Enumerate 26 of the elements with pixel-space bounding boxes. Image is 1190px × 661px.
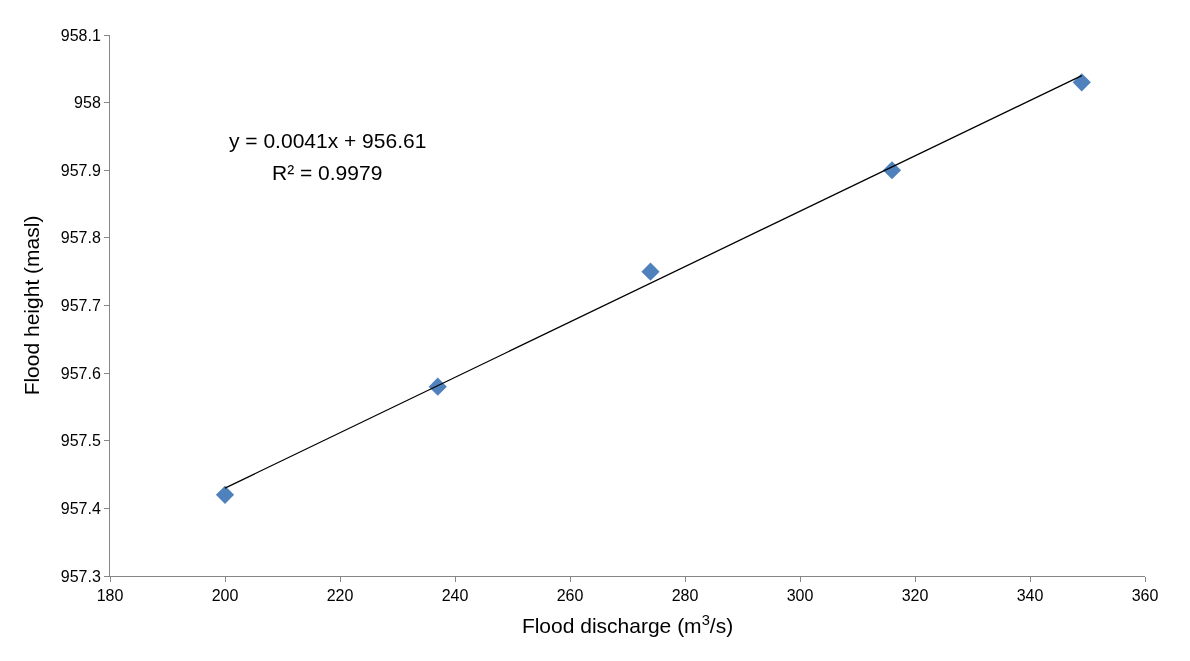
x-tick-label: 180 xyxy=(96,587,124,605)
point xyxy=(1072,73,1091,92)
x-tick-label: 260 xyxy=(556,587,584,605)
y-tick-label: 958 xyxy=(74,94,101,112)
y-tick-label: 957.9 xyxy=(60,161,101,179)
point xyxy=(215,485,235,504)
y-tick-label: 958.1 xyxy=(60,26,101,44)
x-axis-title: Flood discharge (m$^{3}$/s) xyxy=(521,611,734,638)
annotation: y = 0.0041x + 956.61 xyxy=(229,129,427,152)
x-tick-label: 220 xyxy=(326,587,354,605)
x-tick-label: 280 xyxy=(671,587,699,605)
y-tick-label: 957.7 xyxy=(60,297,101,315)
y-tick-label: 957.3 xyxy=(60,567,101,585)
x-tick-label: 200 xyxy=(211,587,239,605)
x-tick-label: 340 xyxy=(1016,587,1044,605)
y-tick-label: 957.8 xyxy=(60,229,101,247)
x-tick-label: 360 xyxy=(1131,587,1159,605)
x-tick-label: 320 xyxy=(901,587,929,605)
y-tick-label: 957.6 xyxy=(60,364,101,382)
point xyxy=(641,262,660,281)
y-tick-label: 957.5 xyxy=(60,432,101,450)
x-tick-label: 240 xyxy=(441,587,469,605)
y-axis-title: Flood height (masl) xyxy=(19,215,43,396)
y-tick-label: 957.4 xyxy=(60,499,101,517)
annotation: R² = 0.9979 xyxy=(272,161,383,184)
x-tick-label: 300 xyxy=(786,587,814,605)
